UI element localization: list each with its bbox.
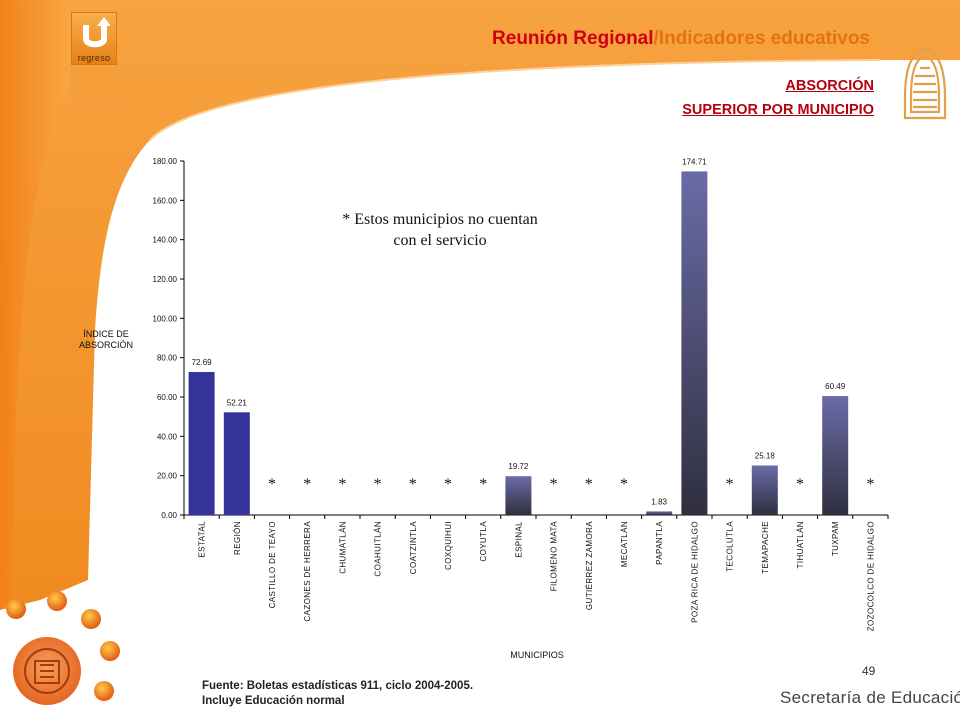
bar-value-label: 52.21	[227, 398, 248, 407]
x-tick-label: GUTIÉRREZ ZAMORA	[585, 521, 594, 610]
x-tick-label: CHUMATLÁN	[338, 521, 347, 574]
y-tick-label: 180.00	[153, 157, 178, 166]
y-tick-label: 0.00	[161, 511, 177, 520]
slide-title: Reunión Regional/Indicadores educativos	[380, 28, 870, 50]
organization-name: Secretaría de Educación	[780, 688, 960, 707]
x-axis: ESTATAL REGIÓN CASTILLO DE TEAYO CAZONES DE…	[183, 514, 889, 631]
bar-value-label: 174.71	[682, 157, 707, 166]
page-number: 49	[862, 664, 876, 678]
no-service-marker: *	[796, 476, 804, 493]
slide-title-main: Reunión Regional	[492, 28, 654, 49]
chart-heading-line1: ABSORCIÓN	[785, 78, 874, 94]
bar-series	[188, 171, 849, 515]
bar	[188, 372, 215, 515]
y-tick-label: 20.00	[157, 472, 178, 481]
y-tick-label: 60.00	[157, 393, 178, 402]
bar-value-label: 1.83	[651, 497, 667, 506]
no-service-marker: *	[866, 476, 874, 493]
state-seal-emblem	[6, 591, 120, 705]
x-tick-label: CAZONES DE HERRERA	[303, 521, 312, 622]
slide-title-sub: /Indicadores educativos	[653, 28, 870, 49]
data-source-line2: Incluye Educación normal	[202, 695, 345, 707]
x-tick-label: MECATLÁN	[620, 521, 629, 567]
no-service-marker: *	[585, 476, 593, 493]
no-service-marker: *	[726, 476, 734, 493]
y-tick-label: 40.00	[157, 432, 178, 441]
y-axis-title-line2: ABSORCIÓN	[79, 340, 133, 350]
x-tick-label: COYUTLA	[479, 521, 488, 562]
bar	[505, 476, 532, 515]
no-service-note: * Estos municipios no cuentan con el ser…	[340, 209, 540, 251]
back-button[interactable]: regreso	[71, 12, 117, 65]
y-tick-label: 80.00	[157, 354, 178, 363]
x-axis-title: MUNICIPIOS	[510, 650, 564, 660]
y-tick-label: 160.00	[153, 196, 178, 205]
x-tick-label: POZA RICA DE HIDALGO	[690, 521, 699, 623]
no-service-marker: *	[374, 476, 382, 493]
data-source: Fuente: Boletas estadísticas 911, ciclo …	[202, 679, 473, 709]
y-axis-title-line1: ÍNDICE DE	[83, 329, 129, 339]
y-axis: 0.00 20.00 40.00 60.00 80.00 100.00 120.00 140.…	[153, 157, 185, 520]
orange-frame-inner-curve	[0, 0, 70, 610]
x-tick-label: TUXPAM	[831, 521, 840, 556]
no-service-marker: *	[303, 476, 311, 493]
x-tick-label: FILOMENO MATA	[550, 521, 559, 592]
x-tick-label: PAPANTLA	[655, 521, 664, 565]
chart-heading-line2: SUPERIOR POR MUNICIPIO	[682, 102, 874, 118]
x-tick-label: TECOLUTLA	[726, 521, 735, 572]
u-turn-arrow-icon	[83, 17, 110, 48]
bar	[822, 396, 849, 515]
no-service-marker: *	[444, 476, 452, 493]
no-service-marker: *	[268, 476, 276, 493]
bar-value-label: 72.69	[192, 358, 213, 367]
bar-value-label: 19.72	[508, 462, 529, 471]
no-service-marker: *	[550, 476, 558, 493]
back-button-label: regreso	[77, 53, 111, 63]
x-tick-label: ZOZOCOLCO DE HIDALGO	[866, 521, 875, 631]
y-tick-label: 140.00	[153, 236, 178, 245]
y-tick-label: 120.00	[153, 275, 178, 284]
bar-value-label: 25.18	[755, 451, 776, 460]
no-service-marker: *	[479, 476, 487, 493]
no-service-marker: *	[409, 476, 417, 493]
bar	[223, 412, 250, 515]
x-tick-label: ESPINAL	[514, 521, 523, 558]
bar-value-label: 60.49	[825, 382, 846, 391]
no-service-marker: *	[620, 476, 628, 493]
data-source-line1: Fuente: Boletas estadísticas 911, ciclo …	[202, 680, 474, 692]
x-tick-label: TIHUATLÁN	[796, 521, 805, 568]
data-labels: 72.69 52.21 * * * * * * * 19.72 * * * 1.83 174.71 * 25.1…	[192, 157, 875, 506]
x-tick-label: ESTATAL	[198, 521, 207, 558]
no-service-note-line2: con el servicio	[393, 232, 487, 249]
x-tick-label: COAHUITLÁN	[374, 521, 383, 577]
bar	[646, 511, 673, 515]
no-service-note-line1: * Estos municipios no cuentan	[342, 211, 538, 228]
x-tick-label: TEMAPACHE	[761, 521, 770, 574]
x-tick-label: REGIÓN	[233, 521, 242, 555]
x-tick-label: CASTILLO DE TEAYO	[268, 521, 277, 608]
no-service-marker: *	[338, 476, 346, 493]
bar	[681, 171, 708, 515]
x-tick-label: COXQUIHUI	[444, 521, 453, 570]
x-tick-label: COATZINTLA	[409, 521, 418, 574]
y-tick-label: 100.00	[153, 314, 178, 323]
veracruz-emblem-logo	[903, 47, 947, 120]
bar	[751, 465, 778, 515]
